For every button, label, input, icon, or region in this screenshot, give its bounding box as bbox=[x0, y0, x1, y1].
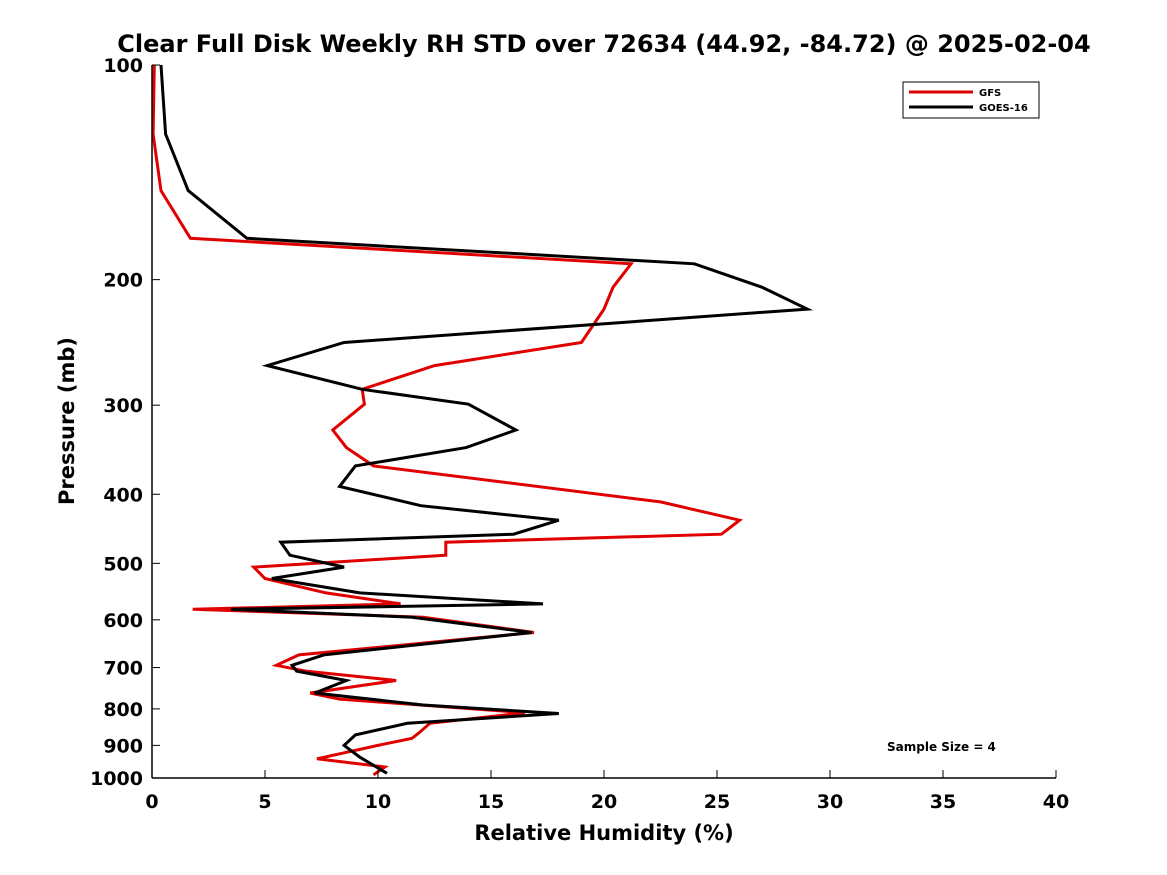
y-tick-label: 900 bbox=[103, 735, 143, 757]
y-tick-label: 700 bbox=[103, 658, 143, 680]
y-tick-label: 800 bbox=[103, 699, 143, 721]
x-tick-label: 30 bbox=[817, 791, 843, 813]
x-tick-label: 35 bbox=[930, 791, 956, 813]
series-lines bbox=[151, 64, 814, 777]
x-tick-label: 10 bbox=[365, 791, 391, 813]
chart-title: Clear Full Disk Weekly RH STD over 72634… bbox=[117, 30, 1090, 58]
x-tick-label: 15 bbox=[478, 791, 504, 813]
legend-label-gfs: GFS bbox=[979, 88, 1001, 99]
legend: GFS GOES-16 bbox=[902, 81, 1040, 119]
y-axis-label: Pressure (mb) bbox=[55, 337, 79, 505]
y-tick-label: 100 bbox=[103, 55, 143, 77]
x-tick-label: 0 bbox=[145, 791, 158, 813]
x-axis-label: Relative Humidity (%) bbox=[474, 821, 733, 845]
y-tick-label: 1000 bbox=[90, 768, 143, 790]
y-axis-ticks: 100 200 300 400 500 600 700 800 900 1000 bbox=[90, 55, 160, 790]
y-tick-label: 600 bbox=[103, 610, 143, 632]
x-tick-label: 40 bbox=[1043, 791, 1069, 813]
x-tick-label: 25 bbox=[704, 791, 730, 813]
series-line-goes16 bbox=[159, 64, 814, 775]
legend-box bbox=[902, 81, 1040, 119]
y-tick-label: 500 bbox=[103, 553, 143, 575]
y-tick-label: 200 bbox=[103, 270, 143, 292]
sample-size-annotation: Sample Size = 4 bbox=[887, 740, 996, 754]
x-tick-label: 5 bbox=[258, 791, 271, 813]
y-tick-label: 300 bbox=[103, 395, 143, 417]
x-tick-label: 20 bbox=[591, 791, 617, 813]
x-axis-ticks: 0 5 10 15 20 25 30 35 40 bbox=[145, 770, 1069, 813]
y-tick-label: 400 bbox=[103, 484, 143, 506]
legend-label-goes16: GOES-16 bbox=[979, 103, 1028, 114]
